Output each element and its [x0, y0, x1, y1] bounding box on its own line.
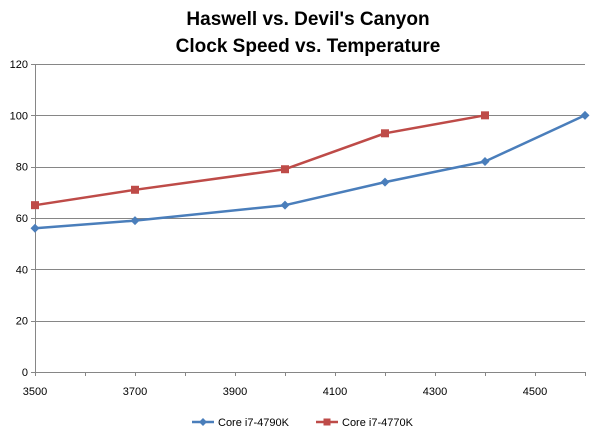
series [30, 110, 590, 233]
x-tick-label-3500: 3500 [23, 386, 47, 398]
x-tick-label-4500: 4500 [523, 386, 547, 398]
data-point-core-i7-4770k-4200 [381, 129, 389, 138]
y-tick-label-80: 80 [16, 162, 28, 174]
y-tick-label-20: 20 [16, 316, 28, 328]
x-axis-ticks: 3500 3700 3900 4100 4300 4500 [23, 372, 586, 398]
data-point-core-i7-4790k-4400 [480, 157, 490, 167]
y-tick-label-0: 0 [22, 367, 28, 379]
y-tick-label-60: 60 [16, 213, 28, 225]
data-point-core-i7-4770k-4000 [281, 165, 289, 174]
y-tick-label-40: 40 [16, 264, 28, 276]
x-tick-label-4100: 4100 [323, 386, 347, 398]
gridlines [35, 64, 585, 322]
chart-title-line-2: Clock Speed vs. Temperature [176, 36, 441, 57]
y-tick-label-120: 120 [10, 59, 28, 71]
data-point-core-i7-4770k-3700 [131, 185, 139, 194]
axes [35, 64, 585, 373]
legend-label-core-i7-4790k: Core i7-4790K [218, 417, 290, 429]
series-line-core-i7-4790k [34, 114, 586, 230]
legend-item-core-i7-4770k: Core i7-4770K [316, 417, 414, 429]
y-tick-label-100: 100 [10, 110, 28, 122]
data-point-core-i7-4790k-4200 [380, 177, 390, 187]
chart-title: Haswell vs. Devil's Canyon Clock Speed v… [176, 9, 441, 57]
data-point-core-i7-4770k-3500 [31, 201, 39, 210]
x-tick-label-3900: 3900 [223, 386, 247, 398]
legend-marker-core-i7-4770k [323, 418, 331, 426]
legend-marker-core-i7-4790k [199, 418, 207, 426]
data-point-core-i7-4770k-4400 [481, 111, 489, 120]
series-core-i7-4770k [31, 111, 489, 210]
x-tick-label-4300: 4300 [423, 386, 447, 398]
series-line-core-i7-4770k [34, 114, 486, 207]
y-axis-ticks: 0 20 40 60 80 100 120 [10, 59, 35, 379]
data-point-core-i7-4790k-4600 [580, 110, 590, 120]
legend-item-core-i7-4790k: Core i7-4790K [192, 417, 290, 429]
series-core-i7-4790k [30, 110, 590, 233]
legend-label-core-i7-4770k: Core i7-4770K [342, 417, 414, 429]
x-tick-label-3700: 3700 [123, 386, 147, 398]
data-point-core-i7-4790k-3500 [30, 223, 40, 233]
chart-title-line-1: Haswell vs. Devil's Canyon [186, 9, 429, 30]
data-point-core-i7-4790k-3700 [130, 216, 140, 226]
legend: Core i7-4790K Core i7-4770K [192, 417, 414, 429]
data-point-core-i7-4790k-4000 [280, 200, 290, 210]
